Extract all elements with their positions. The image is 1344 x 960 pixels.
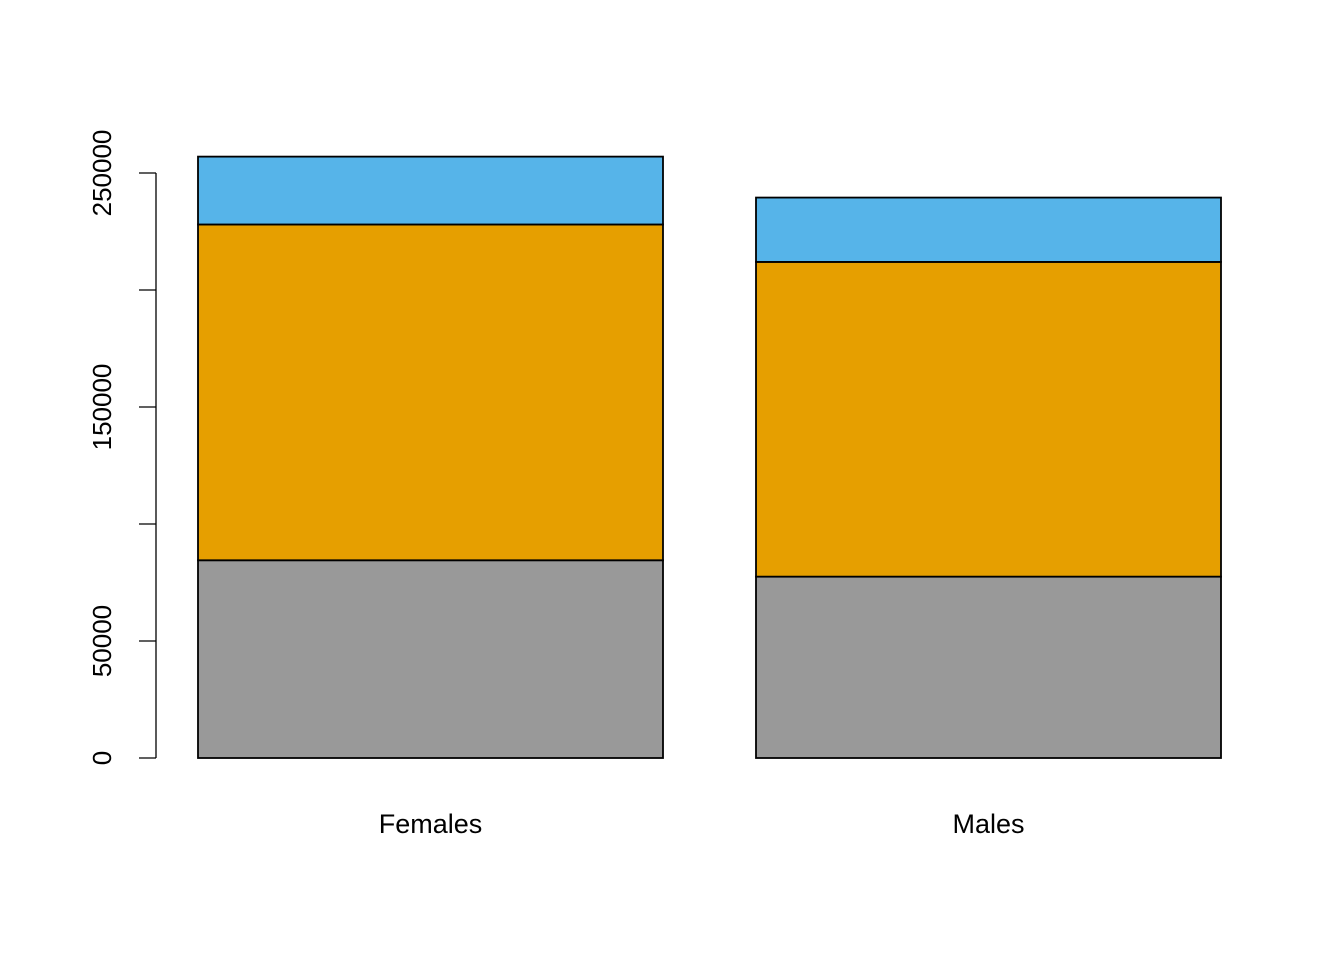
y-axis: 0 50000 150000 250000 [87, 130, 157, 765]
y-tick-label-0: 0 [87, 751, 117, 765]
y-tick-label-150000: 150000 [87, 364, 117, 451]
bar-segment-males-0 [755, 575, 1222, 759]
bar-segment-males-2 [755, 196, 1222, 263]
bar-segment-males-1 [755, 261, 1222, 578]
y-tick-label-50000: 50000 [87, 605, 117, 677]
bars-group [197, 155, 1222, 759]
y-tick-label-250000: 250000 [87, 130, 117, 217]
bar-segment-females-2 [197, 155, 664, 226]
x-label-females: Females [379, 809, 483, 839]
bar-segment-females-1 [197, 223, 664, 562]
x-label-males: Males [952, 809, 1024, 839]
x-axis-labels: Females Males [379, 809, 1025, 839]
bar-segment-females-0 [197, 559, 664, 759]
